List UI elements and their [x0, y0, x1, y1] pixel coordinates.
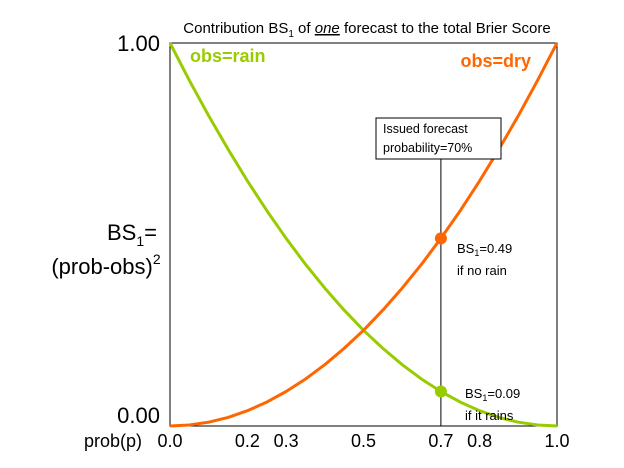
- y-tick-label: 1.00: [117, 31, 160, 56]
- x-axis-label: prob(p): [84, 431, 142, 451]
- point-marker-obs-dry: [434, 232, 447, 245]
- y-axis-label-line1: BS1=: [107, 220, 157, 249]
- annotation-dry-condition: if no rain: [457, 263, 507, 278]
- series-line-obs-rain: [168, 42, 558, 428]
- x-tick-label: 0.5: [351, 431, 376, 451]
- x-tick-label: 0.2: [235, 431, 260, 451]
- annotation-dry-value: BS1=0.49: [457, 241, 512, 258]
- x-tick-label: 0.0: [157, 431, 182, 451]
- forecast-box: [375, 117, 502, 160]
- forecast-box-line1: Issued forecast: [383, 122, 468, 136]
- x-tick-label: 0.3: [274, 431, 299, 451]
- x-tick-label: 0.8: [467, 431, 492, 451]
- chart-title: Contribution BS1 of one forecast to the …: [183, 20, 550, 40]
- series-line-obs-dry: [169, 42, 559, 428]
- plot-frame: [169, 42, 558, 427]
- x-tick-label: 1.0: [544, 431, 569, 451]
- annotation-rain-condition: if it rains: [465, 408, 514, 423]
- y-axis-label-line2: (prob-obs)2: [51, 251, 160, 279]
- forecast-box-line2: probability=70%: [383, 141, 472, 155]
- annotation-rain-value: BS1=0.09: [465, 386, 520, 403]
- point-marker-obs-rain: [434, 385, 447, 398]
- series-label-rain: obs=rain: [190, 46, 266, 66]
- y-tick-label: 0.00: [117, 403, 160, 428]
- x-tick-label: 0.7: [428, 431, 453, 451]
- series-label-dry: obs=dry: [460, 51, 531, 71]
